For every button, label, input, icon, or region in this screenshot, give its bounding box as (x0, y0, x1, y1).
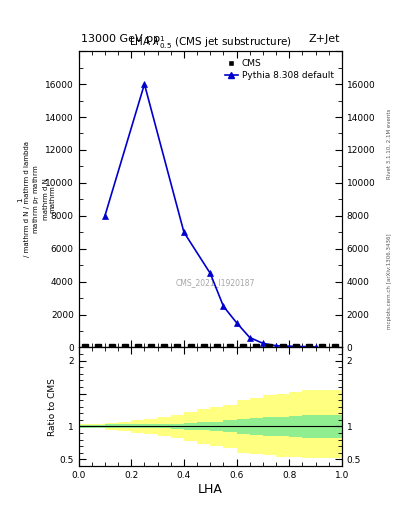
Y-axis label: Ratio to CMS: Ratio to CMS (48, 378, 57, 436)
Text: Z+Jet: Z+Jet (309, 33, 340, 44)
Title: LHA $\lambda^1_{0.5}$ (CMS jet substructure): LHA $\lambda^1_{0.5}$ (CMS jet substruct… (129, 34, 292, 51)
Legend: CMS, Pythia 8.308 default: CMS, Pythia 8.308 default (221, 56, 338, 83)
Text: 1
/ mathrm d N / mathrm d lambda
mathrm p$_T$ mathrm
mathrm d N
mathrm: 1 / mathrm d N / mathrm d lambda mathrm … (17, 141, 56, 258)
X-axis label: LHA: LHA (198, 482, 223, 496)
Text: 13000 GeV pp: 13000 GeV pp (81, 33, 160, 44)
Text: Rivet 3.1.10, 2.1M events: Rivet 3.1.10, 2.1M events (387, 108, 391, 179)
Text: mcplots.cern.ch [arXiv:1306.3436]: mcplots.cern.ch [arXiv:1306.3436] (387, 234, 391, 329)
Text: CMS_2021_I1920187: CMS_2021_I1920187 (176, 278, 255, 287)
